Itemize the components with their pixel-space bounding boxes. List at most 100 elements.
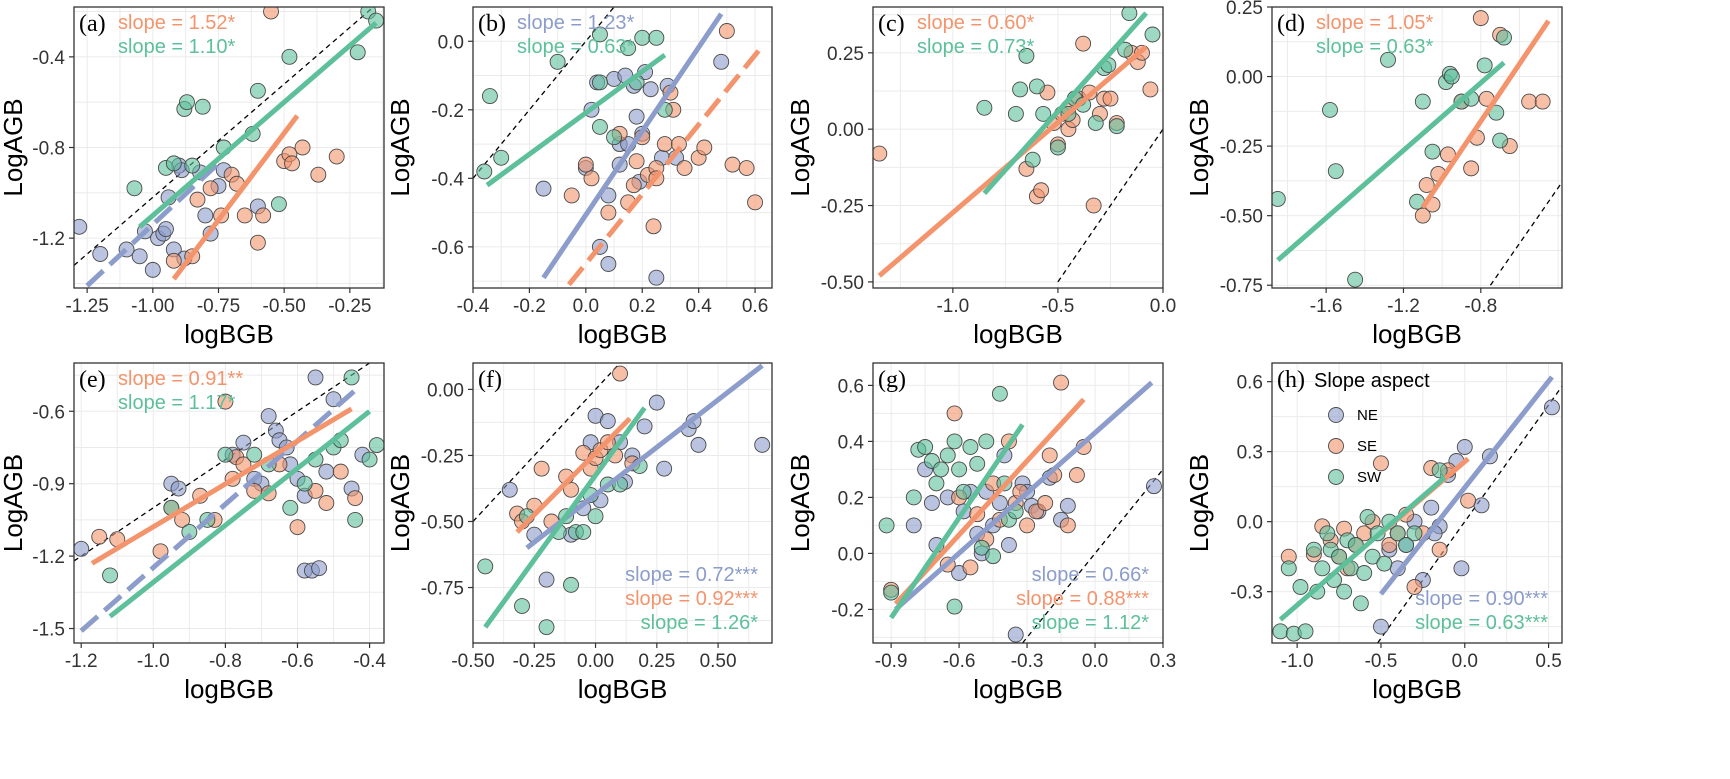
- point-sw: [1431, 462, 1448, 479]
- y-tick-label: -0.75: [421, 579, 464, 600]
- y-tick-label: -0.50: [1220, 207, 1263, 228]
- point-sw: [1376, 555, 1393, 572]
- point-ne: [1007, 626, 1024, 643]
- point-se: [284, 155, 301, 172]
- x-tick-label: -1.6: [1310, 296, 1343, 317]
- identity-line: [1057, 128, 1163, 283]
- x-tick-label: -1.00: [131, 296, 174, 317]
- point-se: [656, 136, 673, 153]
- point-sw: [493, 149, 510, 166]
- point-se: [332, 463, 349, 480]
- panel-label: (c): [878, 11, 905, 37]
- point-sw: [282, 499, 299, 516]
- x-tick-label: 0.0: [573, 296, 599, 317]
- point-sw: [991, 385, 1008, 402]
- point-sw: [194, 98, 211, 115]
- point-se: [563, 481, 579, 498]
- plot-area: [74, 363, 384, 633]
- point-sw: [296, 475, 313, 492]
- plot-area: [1272, 375, 1562, 643]
- panel-d: -1.6 -1.2 -0.8 -0.75 -0.50 -0.25 0.00 0.25 logBG…: [1184, 0, 1563, 349]
- plot-area: [74, 7, 384, 288]
- point-se: [1373, 455, 1389, 472]
- y-tick-label: 0.6: [838, 376, 864, 397]
- y-axis-title: LogAGB: [785, 98, 815, 196]
- y-tick-label: -0.50: [821, 273, 864, 294]
- point-se: [189, 191, 206, 208]
- fit-line-ne: [541, 12, 724, 280]
- x-tick-label: 0.0: [1082, 651, 1108, 672]
- point-sw: [349, 44, 366, 61]
- point-sw: [1012, 81, 1029, 98]
- point-sw: [1380, 51, 1396, 68]
- y-axis-title: LogAGB: [1184, 454, 1214, 552]
- point-ne: [1000, 537, 1017, 553]
- fit-line-sw: [108, 409, 372, 619]
- point-sw: [1424, 143, 1441, 160]
- point-ne: [648, 269, 665, 286]
- point-sw: [1292, 579, 1309, 595]
- point-ne: [905, 517, 922, 534]
- panel-h: -1.0 -0.5 0.0 0.5 -0.3 0.0 0.3 0.6 logBGB LogAGB (…: [1184, 362, 1563, 704]
- point-sw: [1087, 115, 1104, 132]
- x-tick-label: -0.2: [513, 296, 546, 317]
- slope-annotation-sw: slope = 0.63***: [1415, 612, 1548, 634]
- point-se: [625, 177, 642, 194]
- point-sw: [1108, 118, 1125, 135]
- point-se: [202, 180, 219, 197]
- x-tick-label: -0.75: [197, 296, 240, 317]
- fit-line-se: [1420, 19, 1551, 209]
- point-ne: [535, 180, 552, 197]
- point-se: [217, 393, 234, 410]
- panel-label: (e): [79, 367, 106, 393]
- point-sw: [181, 524, 198, 540]
- x-tick-label: -0.50: [263, 296, 306, 317]
- y-tick-label: 0.00: [827, 120, 864, 141]
- y-tick-label: 0.25: [827, 44, 864, 65]
- point-sw: [126, 180, 143, 197]
- y-tick-label: 0.0: [838, 544, 864, 565]
- point-ne: [1373, 618, 1389, 635]
- y-tick-label: -0.6: [431, 238, 464, 259]
- x-tick-label: 0.5: [1535, 651, 1561, 672]
- point-se: [347, 490, 364, 507]
- point-sw: [1117, 41, 1134, 58]
- point-sw: [978, 433, 995, 450]
- point-sw: [270, 196, 287, 213]
- x-tick-label: 0.25: [638, 651, 675, 672]
- x-axis-title: logBGB: [1372, 674, 1462, 704]
- x-tick-label: -1.0: [936, 296, 969, 317]
- identity-line: [1377, 385, 1562, 643]
- x-tick-label: -1.2: [1387, 296, 1420, 317]
- identity-line: [1489, 181, 1562, 286]
- point-sw: [538, 619, 555, 636]
- y-tick-label: -0.3: [1230, 583, 1263, 604]
- point-ne: [690, 436, 707, 453]
- slope-annotation-sw: slope = 0.63*: [517, 36, 635, 58]
- point-sw: [281, 48, 298, 65]
- point-se: [318, 495, 335, 511]
- point-se: [1431, 541, 1448, 558]
- point-se: [747, 194, 764, 211]
- y-axis-title: LogAGB: [385, 454, 415, 552]
- plot-area: [878, 374, 1163, 643]
- point-ne: [1456, 439, 1473, 455]
- point-se: [328, 148, 345, 165]
- point-ne: [501, 481, 518, 498]
- point-se: [1037, 495, 1054, 511]
- point-se: [962, 559, 979, 576]
- point-sw: [1297, 623, 1314, 640]
- x-tick-label: 0.3: [1150, 651, 1176, 672]
- panel-label: (b): [478, 11, 506, 37]
- y-tick-label: -1.5: [32, 620, 65, 641]
- y-tick-label: -0.50: [421, 512, 464, 533]
- slope-annotation-se: slope = 1.05*: [1316, 12, 1434, 34]
- legend-swatch-sw: [1328, 469, 1344, 485]
- point-sw: [1347, 271, 1364, 288]
- point-ne: [144, 261, 161, 278]
- point-sw: [917, 439, 934, 455]
- point-se: [1085, 197, 1102, 214]
- point-se: [249, 234, 266, 251]
- point-sw: [985, 548, 1002, 565]
- legend-label-se: SE: [1357, 438, 1377, 455]
